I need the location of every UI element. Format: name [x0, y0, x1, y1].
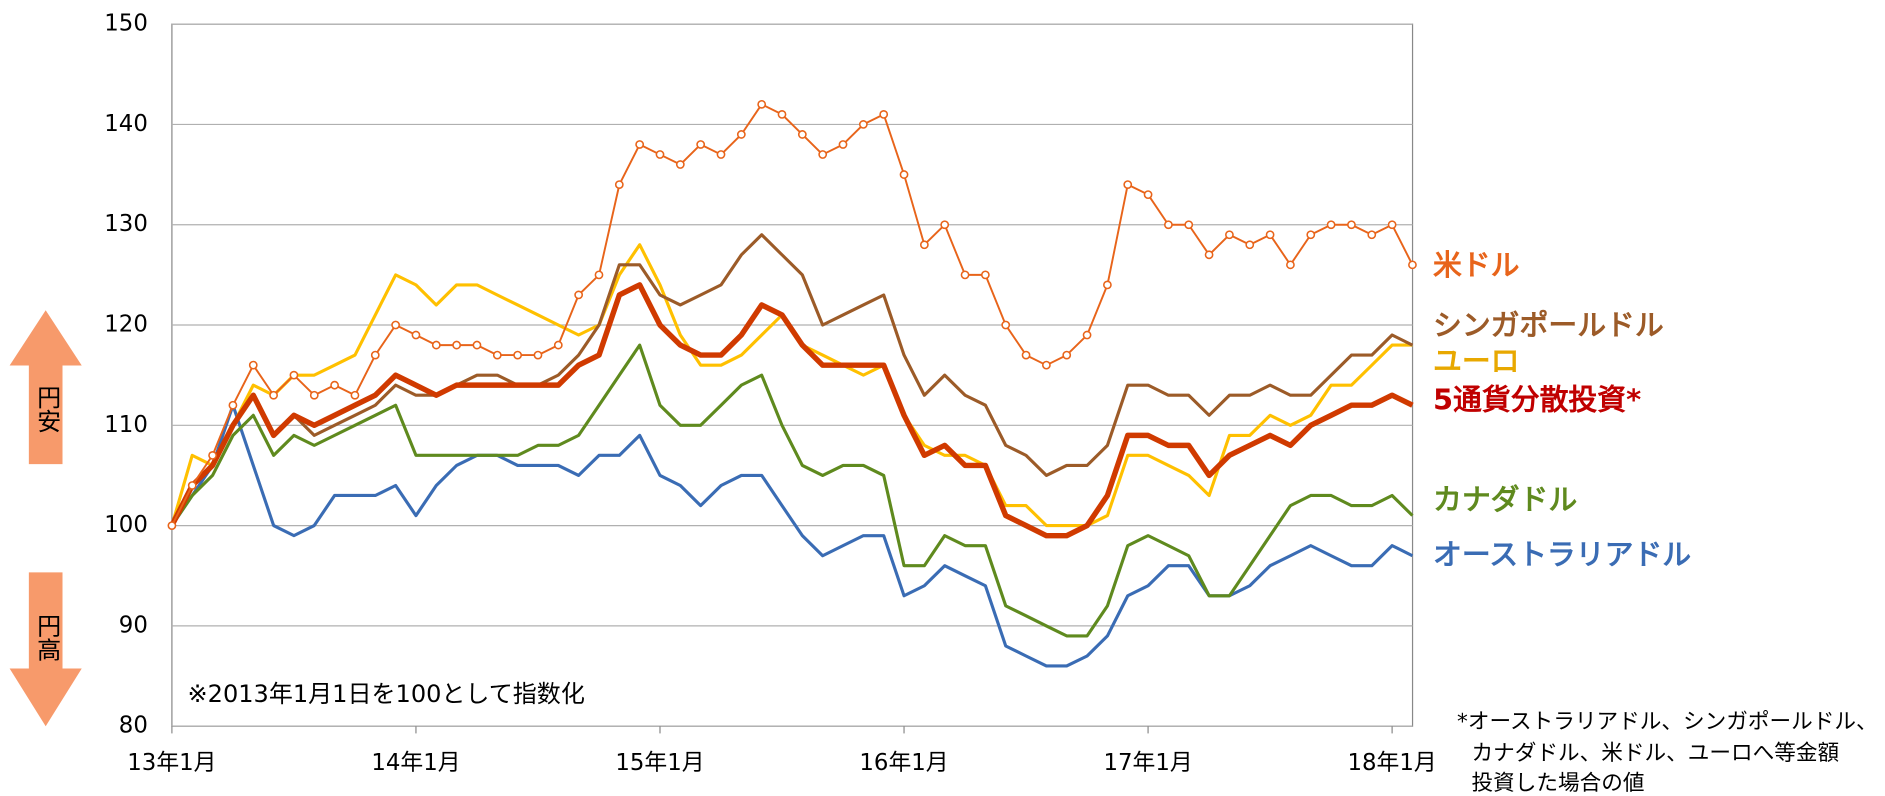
series-marker: [1286, 260, 1295, 270]
series-marker: [1245, 240, 1255, 250]
series-marker: [1326, 220, 1336, 230]
down-label: 円高: [33, 613, 61, 661]
series-marker: [1347, 220, 1356, 230]
y-tick-label: 100: [104, 512, 148, 538]
series-marker: [1164, 220, 1173, 230]
y-tick-label: 120: [104, 312, 148, 338]
series-line: [170, 343, 1414, 638]
series-marker: [228, 400, 238, 410]
x-tick-label: 15年1月: [615, 750, 704, 776]
arrow-down: [9, 572, 82, 727]
series-marker: [1408, 260, 1417, 270]
series-marker: [1265, 230, 1275, 240]
y-tick-label: 110: [104, 412, 148, 438]
series-marker: [309, 390, 319, 400]
plot-area: [171, 23, 1414, 727]
series-marker: [411, 330, 421, 340]
series-marker: [187, 481, 197, 490]
series-marker: [777, 110, 787, 119]
series-marker: [818, 150, 828, 159]
series-marker: [289, 370, 299, 380]
series-marker: [960, 270, 970, 280]
series-marker: [858, 120, 868, 129]
series-marker: [879, 110, 889, 119]
series-marker: [1082, 330, 1092, 340]
series-marker: [1001, 320, 1011, 330]
series-marker: [248, 360, 258, 370]
series-line: [169, 282, 1414, 539]
arrow-up: [9, 310, 82, 465]
series-line: [170, 233, 1414, 527]
x-tick-label: 14年1月: [371, 750, 460, 776]
series-marker: [391, 320, 401, 330]
series-marker: [716, 150, 726, 159]
series-marker: [940, 220, 950, 230]
up-label: 円安: [33, 385, 61, 433]
series-marker: [1306, 230, 1316, 240]
series-marker: [838, 140, 848, 149]
legend-label: ユーロ: [1433, 344, 1520, 378]
series-marker: [696, 140, 706, 149]
series-marker: [492, 350, 502, 360]
series-marker: [167, 521, 177, 530]
series-marker: [1021, 350, 1031, 360]
series-marker: [1367, 230, 1377, 240]
y-tick-label: 80: [119, 713, 148, 739]
y-tick-label: 90: [119, 612, 148, 638]
series-marker: [675, 160, 685, 169]
series-marker: [574, 290, 584, 300]
series-marker: [1225, 230, 1234, 240]
footnote-line: カナダドル、米ドル、ユーロへ等金額: [1471, 741, 1839, 766]
series-marker: [594, 270, 604, 280]
series-marker: [330, 380, 339, 390]
legend-label: オーストラリアドル: [1433, 538, 1691, 572]
series-marker: [1062, 350, 1072, 360]
series-marker: [736, 130, 746, 139]
series-marker: [431, 340, 441, 350]
series-marker: [553, 340, 563, 350]
series-marker: [655, 150, 665, 159]
series-marker: [533, 350, 543, 360]
footnote-line: *オーストラリアドル、シンガポールドル、: [1457, 710, 1878, 735]
y-tick-label: 130: [104, 211, 148, 237]
y-tick-label: 140: [104, 111, 148, 137]
legend-label: シンガポールドル: [1433, 308, 1664, 342]
series-marker: [1103, 280, 1112, 290]
series-marker: [350, 390, 360, 400]
series-marker: [472, 340, 482, 350]
series-marker: [1184, 220, 1194, 230]
series-line: [171, 103, 1414, 526]
series-marker: [1387, 220, 1397, 230]
series-marker: [370, 350, 380, 360]
series-marker: [269, 390, 278, 400]
x-tick-label: 18年1月: [1347, 750, 1436, 776]
series-marker: [1041, 360, 1051, 370]
series-marker: [1123, 180, 1133, 189]
footnote-line: 投資した場合の値: [1471, 771, 1644, 796]
series-marker: [452, 340, 462, 350]
series-marker: [1204, 250, 1214, 260]
series-marker: [208, 451, 217, 460]
x-tick-label: 13年1月: [127, 750, 216, 776]
series-marker: [614, 180, 624, 189]
legend-label: 5通貨分散投資*: [1433, 383, 1641, 417]
series-line: [170, 243, 1413, 528]
series-marker: [757, 99, 767, 109]
series-marker: [513, 350, 523, 360]
y-tick-label: 150: [104, 11, 148, 37]
series-marker: [797, 130, 807, 139]
series-marker: [899, 170, 909, 179]
series-marker: [635, 140, 645, 149]
x-tick-label: 16年1月: [859, 750, 948, 776]
x-tick-label: 17年1月: [1103, 750, 1192, 776]
legend-label: カナダドル: [1433, 482, 1577, 516]
legend-label: 米ドル: [1433, 248, 1520, 282]
series-marker: [919, 240, 929, 250]
base-note: ※2013年1月1日を100として指数化: [188, 680, 585, 708]
series-marker: [980, 270, 990, 280]
series-marker: [1143, 190, 1153, 200]
